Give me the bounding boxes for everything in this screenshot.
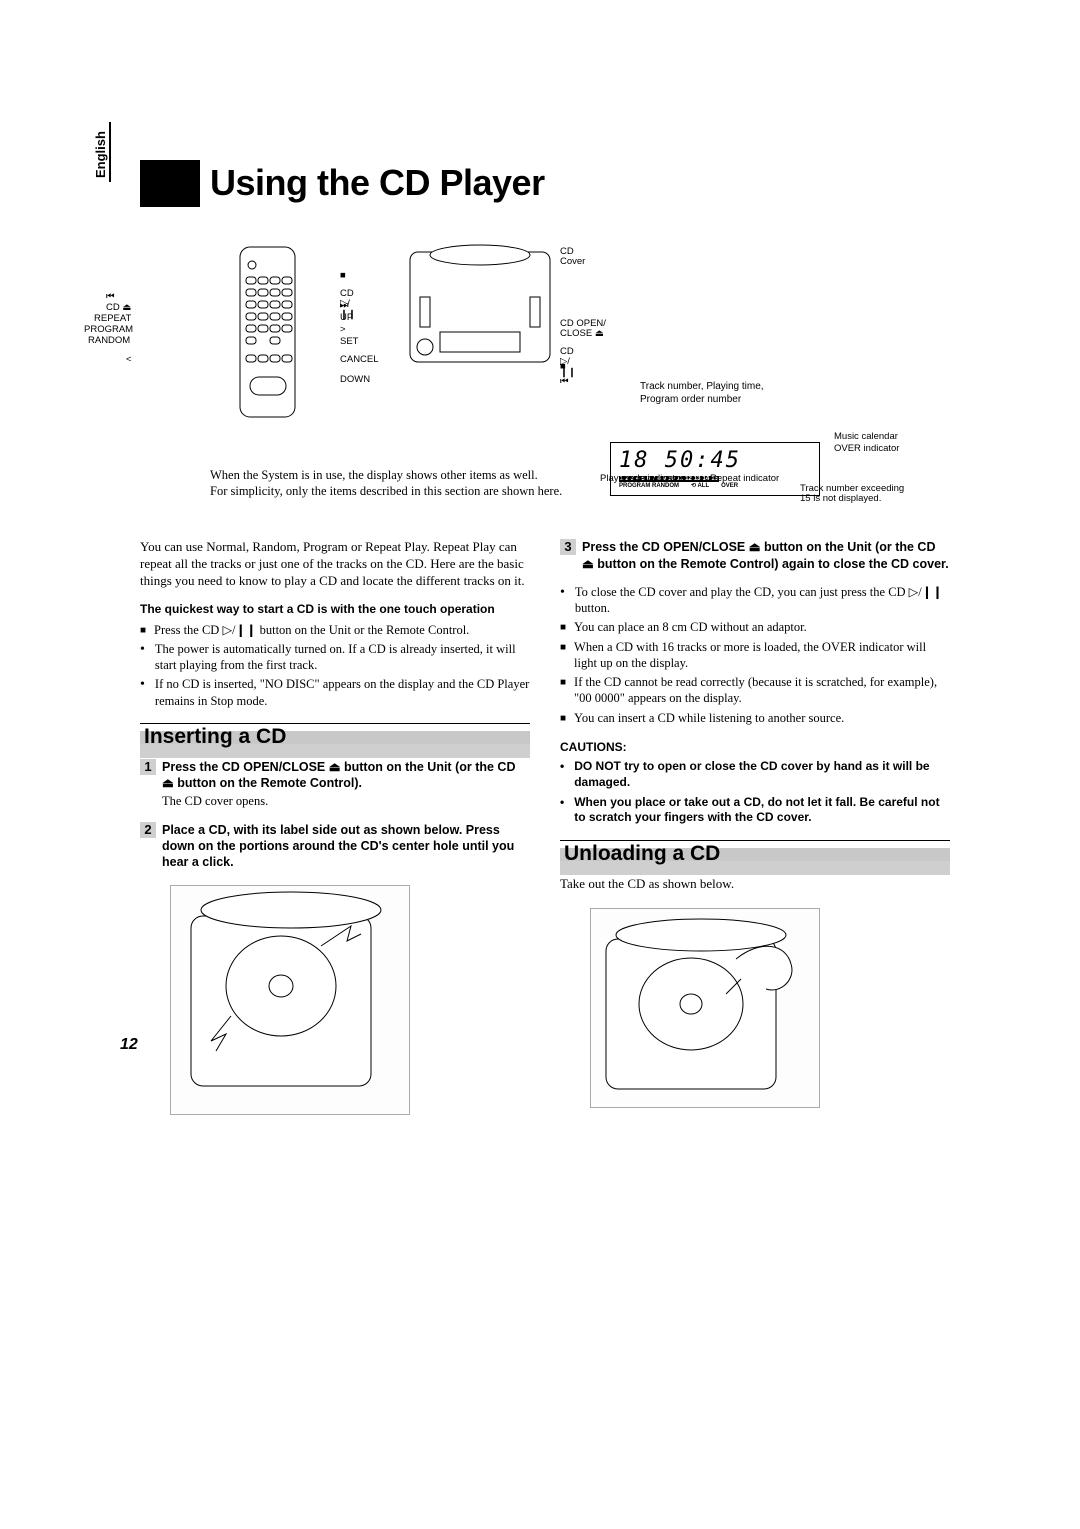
lcd-panel: 18 50:45 123456789101112131415 PROGRAM R… bbox=[610, 442, 820, 496]
remote-label: RANDOM bbox=[88, 336, 130, 346]
lcd-mode-label: ⟲ ALL bbox=[691, 483, 709, 491]
unit-label: ■ bbox=[560, 362, 566, 372]
lcd-bottom-label: Play mode indicator bbox=[600, 474, 683, 484]
remote-svg bbox=[200, 237, 330, 427]
calendar-cell: 12 bbox=[684, 476, 693, 482]
step-body: Press the CD OPEN/CLOSE ⏏ button on the … bbox=[582, 539, 950, 572]
remote-label: < bbox=[126, 355, 132, 365]
step-3: 3 Press the CD OPEN/CLOSE ⏏ button on th… bbox=[560, 539, 950, 572]
remote-label: UP bbox=[340, 313, 353, 323]
bullet-item: When a CD with 16 tracks or more is load… bbox=[560, 639, 950, 672]
content-columns: You can use Normal, Random, Program or R… bbox=[140, 539, 950, 1115]
step-body: Place a CD, with its label side out as s… bbox=[162, 822, 530, 871]
caption-line: When the System is in use, the display s… bbox=[210, 467, 610, 483]
right-column: 3 Press the CD OPEN/CLOSE ⏏ button on th… bbox=[560, 539, 950, 1115]
step3-bullets: To close the CD cover and play the CD, y… bbox=[560, 584, 950, 726]
lcd-digits: 18 50:45 bbox=[619, 447, 811, 476]
unit-svg bbox=[400, 237, 560, 377]
quick-start-bullets: Press the CD ▷/❙❙ button on the Unit or … bbox=[140, 622, 530, 709]
calendar-cell: 14 bbox=[702, 476, 711, 482]
remote-label: ⏭ bbox=[340, 301, 349, 311]
remote-label: SET bbox=[340, 337, 358, 347]
unit-label: CD Cover bbox=[560, 247, 585, 268]
lcd-top-label: Track number, Playing time, Program orde… bbox=[640, 380, 950, 406]
step-body: Press the CD OPEN/CLOSE ⏏ button on the … bbox=[162, 759, 530, 810]
remote-label: ⏮ bbox=[106, 292, 115, 302]
step-number: 3 bbox=[560, 539, 576, 555]
caption-line: For simplicity, only the items described… bbox=[210, 483, 610, 499]
section-heading-unload: Unloading a CD bbox=[560, 840, 950, 862]
manual-page: English Using the CD Player bbox=[0, 0, 1080, 1175]
remote-control-diagram bbox=[200, 237, 330, 427]
unload-text: Take out the CD as shown below. bbox=[560, 876, 950, 893]
diagram-caption: When the System is in use, the display s… bbox=[210, 467, 610, 500]
caution-item: DO NOT try to open or close the CD cover… bbox=[560, 759, 950, 790]
remote-label: REPEAT bbox=[94, 314, 131, 324]
lcd-mode-label: PROGRAM RANDOM bbox=[619, 483, 679, 491]
remote-label: CANCEL bbox=[340, 355, 379, 365]
remote-label: ■ bbox=[340, 271, 346, 281]
page-title-block: Using the CD Player bbox=[140, 160, 950, 207]
cautions-list: DO NOT try to open or close the CD cover… bbox=[560, 759, 950, 825]
bullet-item: The power is automatically turned on. If… bbox=[140, 641, 530, 674]
step-number: 1 bbox=[140, 759, 156, 775]
remote-label: > bbox=[340, 325, 346, 335]
unload-cd-illustration bbox=[590, 908, 820, 1108]
lcd-bottom-label: Repeat indicator bbox=[710, 474, 779, 484]
lcd-right-label: OVER indicator bbox=[834, 444, 899, 454]
bullet-item: Press the CD ▷/❙❙ button on the Unit or … bbox=[140, 622, 530, 638]
insert-cd-illustration bbox=[170, 885, 410, 1115]
remote-label: DOWN bbox=[340, 375, 370, 385]
lcd-bottom-label: Track number exceeding 15 is not display… bbox=[800, 484, 904, 505]
page-number: 12 bbox=[120, 1035, 138, 1056]
bullet-item: You can place an 8 cm CD without an adap… bbox=[560, 619, 950, 635]
unit-label: ⏮ bbox=[560, 377, 569, 387]
quick-start-heading: The quickest way to start a CD is with t… bbox=[140, 602, 530, 618]
section-heading-insert: Inserting a CD bbox=[140, 723, 530, 745]
left-column: You can use Normal, Random, Program or R… bbox=[140, 539, 530, 1115]
lcd-right-label: Music calendar bbox=[834, 432, 898, 442]
cautions-heading: CAUTIONS: bbox=[560, 740, 950, 756]
calendar-cell: 13 bbox=[693, 476, 702, 482]
language-tab: English bbox=[93, 131, 110, 178]
remote-label: PROGRAM bbox=[84, 325, 133, 335]
lcd-annotation: Track number, Playing time, Program orde… bbox=[610, 380, 950, 496]
intro-paragraph: You can use Normal, Random, Program or R… bbox=[140, 539, 530, 590]
caution-item: When you place or take out a CD, do not … bbox=[560, 795, 950, 826]
title-swatch bbox=[140, 160, 200, 207]
bullet-item: You can insert a CD while listening to a… bbox=[560, 710, 950, 726]
step-2: 2 Place a CD, with its label side out as… bbox=[140, 822, 530, 871]
bullet-item: If the CD cannot be read correctly (beca… bbox=[560, 674, 950, 707]
remote-label: CD ⏏ bbox=[106, 303, 131, 313]
page-title: Using the CD Player bbox=[200, 160, 545, 207]
step-number: 2 bbox=[140, 822, 156, 838]
unit-label: CD OPEN/ CLOSE ⏏ bbox=[560, 319, 606, 340]
lcd-mode-label: OVER bbox=[721, 483, 738, 491]
step-1: 1 Press the CD OPEN/CLOSE ⏏ button on th… bbox=[140, 759, 530, 810]
main-unit-diagram bbox=[400, 237, 560, 377]
bullet-item: If no CD is inserted, "NO DISC" appears … bbox=[140, 676, 530, 709]
bullet-item: To close the CD cover and play the CD, y… bbox=[560, 584, 950, 617]
